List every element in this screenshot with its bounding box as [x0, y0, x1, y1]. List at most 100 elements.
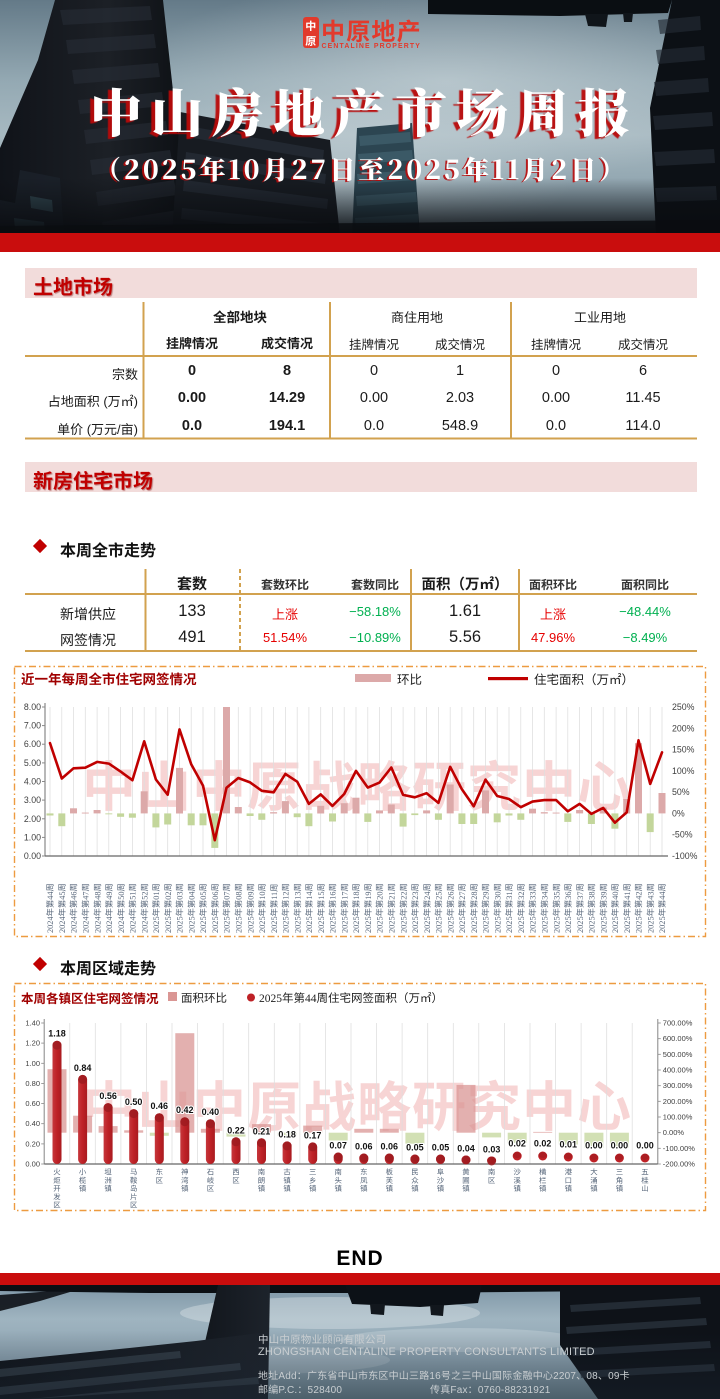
svg-text:2025年第44周住宅网签面积（万㎡）: 2025年第44周住宅网签面积（万㎡）: [259, 990, 443, 1006]
svg-text:0.17: 0.17: [304, 1130, 322, 1140]
svg-text:6.00: 6.00: [24, 739, 41, 749]
svg-text:2025年第32周: 2025年第32周: [515, 883, 527, 933]
svg-text:300.00%: 300.00%: [663, 1081, 693, 1090]
svg-text:2025年第23周: 2025年第23周: [409, 883, 421, 933]
svg-text:0.42: 0.42: [176, 1105, 194, 1115]
svg-text:50%: 50%: [672, 787, 690, 797]
svg-text:2024年第46周: 2024年第46周: [68, 883, 80, 933]
svg-text:2025年第37周: 2025年第37周: [574, 883, 586, 933]
svg-text:0.20: 0.20: [25, 1139, 40, 1148]
svg-text:2025年第02周: 2025年第02周: [162, 883, 174, 933]
svg-text:2025年第21周: 2025年第21周: [386, 883, 398, 933]
svg-text:200.00%: 200.00%: [663, 1097, 693, 1106]
svg-text:本周各镇区住宅网签情况: 本周各镇区住宅网签情况: [21, 988, 159, 1007]
svg-text:2025年第09周: 2025年第09周: [244, 883, 256, 933]
svg-text:横栏镇: 横栏镇: [539, 1167, 547, 1195]
svg-text:2025年第42周: 2025年第42周: [633, 883, 645, 933]
svg-text:0.06: 0.06: [355, 1142, 373, 1152]
svg-text:-100.00%: -100.00%: [663, 1144, 695, 1153]
svg-text:火炬开发区: 火炬开发区: [53, 1167, 61, 1211]
svg-text:2025年第20周: 2025年第20周: [374, 883, 386, 933]
svg-text:2024年第45周: 2024年第45周: [56, 883, 68, 933]
svg-text:0%: 0%: [672, 808, 685, 818]
svg-text:-100%: -100%: [672, 851, 698, 861]
svg-text:2025年第29周: 2025年第29周: [480, 883, 492, 933]
svg-text:0.05: 0.05: [432, 1143, 450, 1153]
svg-text:0.04: 0.04: [457, 1144, 475, 1154]
svg-text:0.05: 0.05: [406, 1143, 424, 1153]
svg-text:0.01: 0.01: [560, 1140, 578, 1150]
svg-text:1.20: 1.20: [25, 1039, 40, 1048]
svg-text:环比: 环比: [397, 669, 422, 688]
svg-text:-200.00%: -200.00%: [663, 1160, 695, 1169]
svg-text:5.00: 5.00: [24, 758, 41, 768]
svg-text:2025年第11周: 2025年第11周: [268, 884, 280, 933]
svg-text:2025年第25周: 2025年第25周: [433, 883, 445, 933]
svg-text:1.18: 1.18: [48, 1029, 66, 1039]
svg-text:2025年第33周: 2025年第33周: [527, 883, 539, 933]
svg-text:0.03: 0.03: [483, 1145, 501, 1155]
svg-text:0.00: 0.00: [25, 1160, 40, 1169]
svg-text:2025年第08周: 2025年第08周: [233, 883, 245, 933]
svg-text:100.00%: 100.00%: [663, 1113, 693, 1122]
svg-text:2025年第17周: 2025年第17周: [338, 883, 350, 933]
svg-text:0.02: 0.02: [508, 1139, 526, 1149]
svg-text:7.00: 7.00: [24, 721, 41, 731]
svg-text:2025年第34周: 2025年第34周: [539, 883, 551, 933]
svg-text:南区: 南区: [488, 1167, 496, 1186]
svg-text:港口镇: 港口镇: [565, 1167, 573, 1195]
svg-text:0.46: 0.46: [151, 1101, 169, 1111]
svg-text:2025年第16周: 2025年第16周: [327, 883, 339, 933]
svg-text:2025年第03周: 2025年第03周: [174, 883, 186, 933]
svg-text:住宅面积（万㎡）: 住宅面积（万㎡）: [534, 669, 634, 688]
svg-text:2025年第35周: 2025年第35周: [550, 883, 562, 933]
svg-text:0.06: 0.06: [381, 1142, 399, 1152]
svg-text:沙溪镇: 沙溪镇: [513, 1167, 521, 1195]
svg-text:0.84: 0.84: [74, 1063, 92, 1073]
svg-text:2025年第04周: 2025年第04周: [185, 883, 197, 933]
svg-text:东凤镇: 东凤镇: [360, 1167, 368, 1195]
svg-text:0.56: 0.56: [99, 1091, 117, 1101]
svg-text:古镇镇: 古镇镇: [283, 1167, 291, 1195]
svg-text:石岐区: 石岐区: [207, 1167, 215, 1195]
svg-text:0.60: 0.60: [25, 1099, 40, 1108]
svg-text:-50%: -50%: [672, 830, 693, 840]
svg-text:0.40: 0.40: [25, 1119, 40, 1128]
svg-text:民众镇: 民众镇: [411, 1167, 419, 1195]
svg-text:2025年第15周: 2025年第15周: [315, 883, 327, 933]
svg-text:2025年第31周: 2025年第31周: [503, 883, 515, 933]
svg-text:0.00: 0.00: [636, 1141, 654, 1151]
svg-text:2024年第50周: 2024年第50周: [115, 883, 127, 933]
svg-text:150%: 150%: [672, 745, 695, 755]
svg-text:250%: 250%: [672, 702, 695, 712]
svg-text:1.40: 1.40: [25, 1019, 40, 1028]
svg-text:大涌镇: 大涌镇: [590, 1167, 598, 1195]
svg-text:坦洲镇: 坦洲镇: [104, 1167, 112, 1195]
svg-text:南头镇: 南头镇: [334, 1167, 342, 1195]
svg-text:4.00: 4.00: [24, 777, 41, 787]
svg-text:2025年第43周: 2025年第43周: [644, 883, 656, 933]
svg-text:2025年第19周: 2025年第19周: [362, 883, 374, 933]
svg-text:黄圃镇: 黄圃镇: [462, 1167, 470, 1195]
svg-text:近一年每周全市住宅网签情况: 近一年每周全市住宅网签情况: [21, 668, 197, 688]
svg-text:0.07: 0.07: [329, 1141, 347, 1151]
svg-text:西区: 西区: [232, 1167, 240, 1186]
svg-text:2025年第05周: 2025年第05周: [197, 883, 209, 933]
svg-text:2024年第48周: 2024年第48周: [91, 883, 103, 933]
svg-text:600.00%: 600.00%: [663, 1034, 693, 1043]
svg-text:三角镇: 三角镇: [616, 1167, 624, 1195]
svg-text:2025年第13周: 2025年第13周: [291, 883, 303, 933]
svg-text:0.00%: 0.00%: [663, 1128, 685, 1137]
svg-text:0.00: 0.00: [585, 1141, 603, 1151]
svg-text:2025年第27周: 2025年第27周: [456, 883, 468, 933]
svg-text:2024年第44周: 2024年第44周: [44, 883, 56, 933]
svg-text:神湾镇: 神湾镇: [181, 1167, 189, 1195]
svg-text:0.21: 0.21: [253, 1126, 271, 1136]
svg-text:0.40: 0.40: [202, 1107, 220, 1117]
svg-text:0.02: 0.02: [534, 1139, 552, 1149]
svg-text:2025年第14周: 2025年第14周: [303, 883, 315, 933]
svg-text:0.22: 0.22: [227, 1125, 245, 1135]
svg-text:南朗镇: 南朗镇: [258, 1167, 266, 1195]
svg-text:2025年第41周: 2025年第41周: [621, 883, 633, 933]
svg-text:400.00%: 400.00%: [663, 1066, 693, 1075]
